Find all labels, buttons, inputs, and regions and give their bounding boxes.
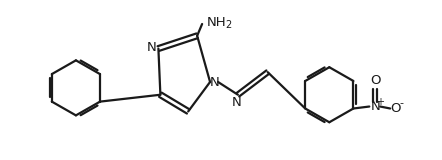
Text: NH: NH [207,16,227,28]
Text: N: N [370,100,380,113]
Text: O: O [390,102,400,115]
Text: O: O [370,75,381,88]
Text: +: + [376,97,384,107]
Text: N: N [147,41,156,54]
Text: 2: 2 [225,20,231,30]
Text: N: N [210,76,220,89]
Text: -: - [399,99,403,109]
Text: N: N [232,96,242,109]
